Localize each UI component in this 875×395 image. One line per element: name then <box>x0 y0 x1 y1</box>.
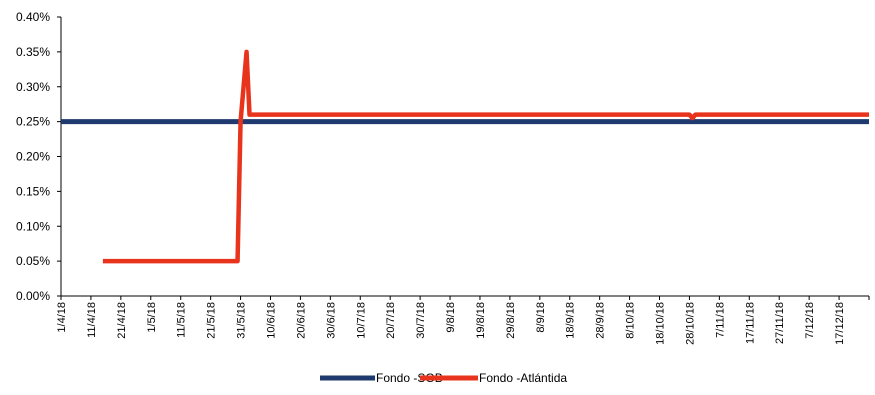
x-tick-label: 11/4/18 <box>86 302 98 338</box>
x-tick-label: 21/4/18 <box>116 302 128 339</box>
x-tick-label: 20/6/18 <box>295 302 307 339</box>
x-tick-label: 8/9/18 <box>535 302 547 333</box>
x-tick-label: 30/7/18 <box>415 302 427 339</box>
x-tick-label: 31/5/18 <box>236 302 248 339</box>
x-tick-label: 1/5/18 <box>146 302 158 333</box>
x-tick-label: 10/7/18 <box>355 302 367 339</box>
series-layer <box>61 49 869 264</box>
y-tick-label: 0.25% <box>16 115 50 129</box>
x-tick-label: 27/11/18 <box>774 302 786 344</box>
y-tick-label: 0.10% <box>16 219 50 233</box>
x-tick-label: 17/11/18 <box>744 302 756 344</box>
x-tick-label: 29/8/18 <box>505 302 517 339</box>
x-tick-label: 1/4/18 <box>56 302 68 333</box>
series-line-2 <box>102 49 869 264</box>
x-tick-label: 21/5/18 <box>206 302 218 339</box>
x-tick-label: 28/10/18 <box>684 302 696 345</box>
y-tick-label: 0.05% <box>16 254 50 268</box>
y-tick-label: 0.40% <box>16 10 50 24</box>
y-axis: 0.00% 0.05% 0.10% 0.15% 0.20% 0.25% 0.30% 0.35%… <box>16 10 62 303</box>
x-axis: 1/4/18 11/4/18 21/4/18 1/5/18 11/5/18 21/5/18… <box>56 295 870 345</box>
x-tick-label: 30/6/18 <box>325 302 337 339</box>
x-tick-label: 10/6/18 <box>265 302 277 339</box>
x-tick-label: 18/9/18 <box>565 302 577 339</box>
y-tick-label: 0.15% <box>16 184 50 198</box>
x-tick-label: 8/10/18 <box>625 302 637 339</box>
y-tick-label: 0.20% <box>16 150 50 164</box>
legend: Fondo -SGB Fondo -Atlántida <box>320 371 567 385</box>
x-tick-label: 18/10/18 <box>655 302 667 345</box>
x-tick-label: 11/5/18 <box>176 302 188 338</box>
x-tick-label: 28/9/18 <box>595 302 607 339</box>
legend-label-2: Fondo -Atlántida <box>479 371 567 385</box>
y-tick-label: 0.00% <box>16 289 50 303</box>
y-tick-label: 0.35% <box>16 45 50 59</box>
y-tick-label: 0.30% <box>16 80 50 94</box>
x-tick-label: 20/7/18 <box>385 302 397 339</box>
x-tick-label: 19/8/18 <box>475 302 487 339</box>
x-tick-label: 7/11/18 <box>714 302 726 338</box>
legend-label-1: Fondo -SGB <box>376 371 443 385</box>
x-tick-label: 7/12/18 <box>804 302 816 339</box>
x-tick-label: 17/12/18 <box>834 302 846 345</box>
x-tick-label: 9/8/18 <box>445 302 457 333</box>
